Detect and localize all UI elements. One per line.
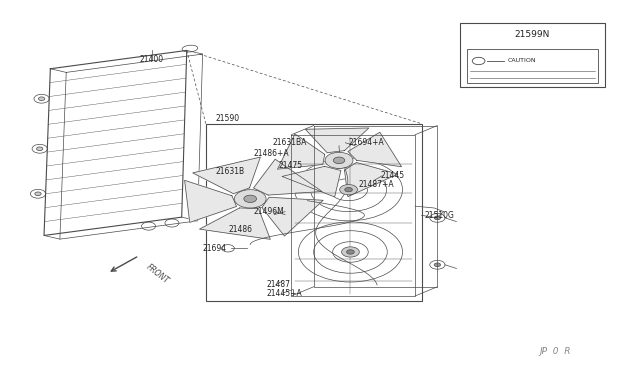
Bar — [467, 49, 598, 83]
Circle shape — [342, 247, 359, 257]
Circle shape — [141, 222, 156, 230]
Text: 21631BA: 21631BA — [273, 138, 307, 147]
Text: 21496M: 21496M — [253, 207, 284, 216]
Polygon shape — [282, 166, 341, 197]
Text: FRONT: FRONT — [144, 263, 170, 286]
Text: 21487+A: 21487+A — [358, 180, 394, 189]
Circle shape — [361, 141, 374, 148]
Text: 21487: 21487 — [266, 280, 290, 289]
Circle shape — [32, 144, 47, 153]
Circle shape — [34, 94, 49, 103]
Text: 21445: 21445 — [380, 170, 404, 180]
Circle shape — [340, 185, 357, 195]
Circle shape — [221, 245, 234, 252]
Polygon shape — [348, 132, 401, 167]
Bar — [460, 23, 605, 87]
Text: 21445+A: 21445+A — [266, 289, 302, 298]
Circle shape — [35, 192, 41, 196]
Circle shape — [434, 263, 440, 267]
Text: 21486: 21486 — [228, 225, 252, 234]
Bar — [206, 124, 422, 301]
Text: 21486+A: 21486+A — [253, 148, 289, 157]
Circle shape — [30, 189, 45, 198]
Circle shape — [38, 97, 45, 100]
Text: 21694+A: 21694+A — [349, 138, 384, 147]
Circle shape — [165, 219, 179, 227]
Text: 21599N: 21599N — [515, 30, 550, 39]
Circle shape — [244, 195, 257, 202]
Circle shape — [429, 214, 445, 222]
Circle shape — [333, 157, 345, 164]
Circle shape — [234, 190, 266, 208]
Circle shape — [212, 169, 225, 176]
Text: 21475: 21475 — [279, 161, 303, 170]
Circle shape — [36, 147, 43, 151]
Polygon shape — [305, 128, 369, 153]
Text: 21400: 21400 — [139, 55, 163, 64]
Circle shape — [345, 187, 353, 192]
Circle shape — [347, 250, 355, 254]
Ellipse shape — [182, 45, 198, 52]
Polygon shape — [184, 180, 237, 222]
Text: 21631B: 21631B — [215, 167, 244, 176]
Polygon shape — [193, 157, 260, 194]
Circle shape — [434, 216, 440, 220]
Circle shape — [472, 57, 485, 65]
Text: 21510G: 21510G — [425, 211, 454, 220]
Text: 21590: 21590 — [215, 114, 239, 123]
Circle shape — [325, 152, 353, 169]
Text: JP  0  R: JP 0 R — [539, 347, 570, 356]
Polygon shape — [253, 159, 322, 195]
Polygon shape — [200, 208, 270, 239]
Circle shape — [429, 260, 445, 269]
Polygon shape — [278, 134, 324, 169]
Polygon shape — [262, 197, 323, 236]
Text: CAUTION: CAUTION — [507, 58, 536, 64]
Text: 21694: 21694 — [203, 244, 227, 253]
Polygon shape — [344, 163, 398, 197]
